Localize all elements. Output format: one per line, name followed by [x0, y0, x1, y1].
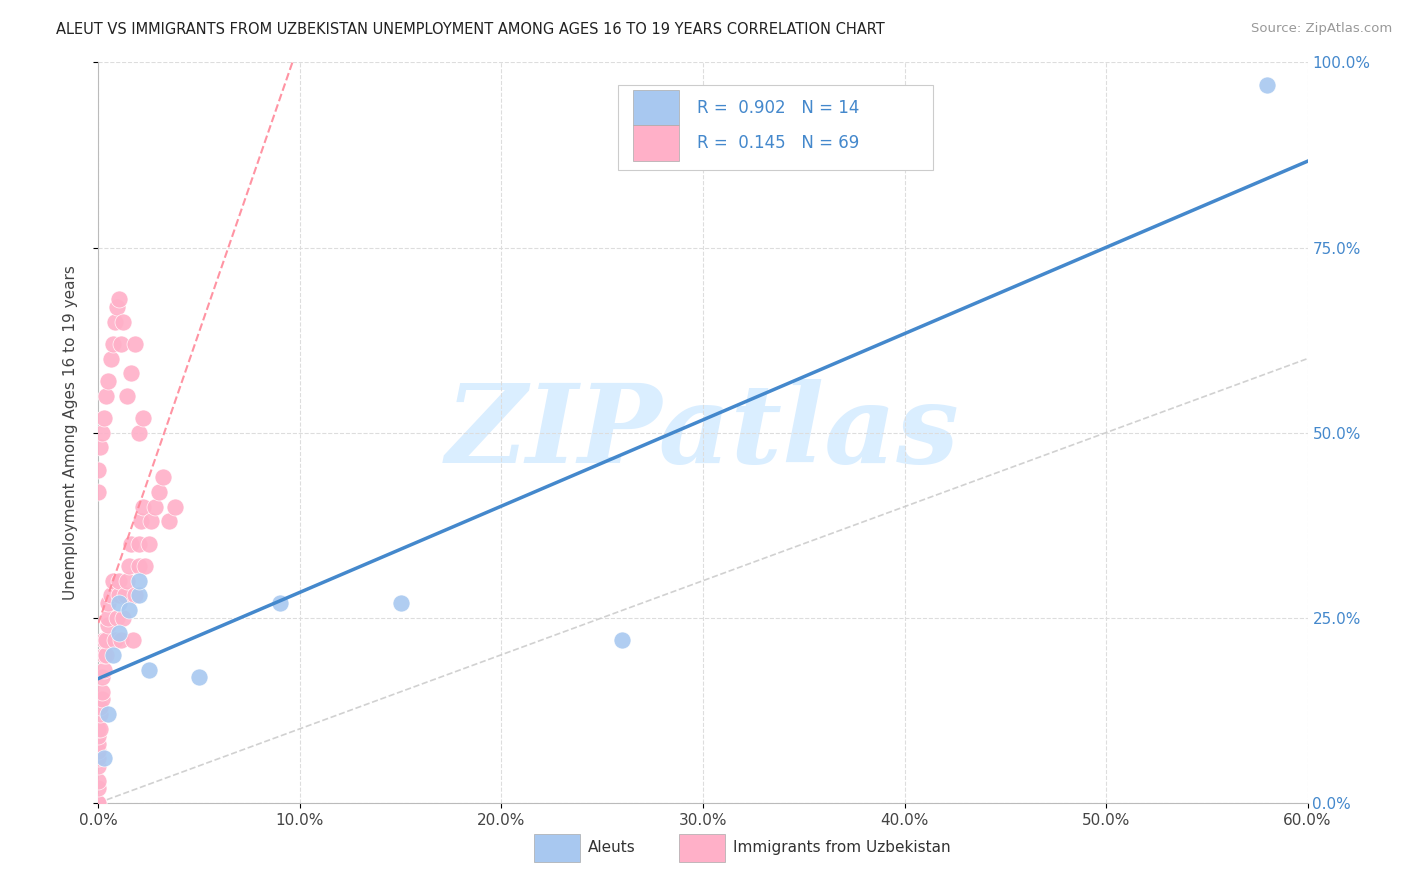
Point — [87, 729, 110, 743]
Point — [120, 367, 142, 381]
Point — [1256, 78, 1278, 92]
Point — [114, 589, 136, 603]
Point — [128, 425, 150, 440]
Point — [97, 596, 120, 610]
Text: R =  0.145   N = 69: R = 0.145 N = 69 — [697, 134, 859, 153]
Point — [389, 596, 412, 610]
FancyBboxPatch shape — [619, 85, 932, 169]
Point — [110, 632, 132, 647]
Point — [188, 670, 211, 684]
Point — [103, 314, 125, 328]
Point — [138, 663, 160, 677]
Point — [100, 589, 122, 603]
Point — [118, 558, 141, 573]
Point — [87, 773, 110, 788]
FancyBboxPatch shape — [633, 126, 679, 161]
Point — [87, 758, 110, 772]
Point — [93, 663, 115, 677]
Point — [93, 648, 115, 662]
Point — [110, 336, 132, 351]
Point — [89, 722, 111, 736]
Point — [612, 632, 634, 647]
Point — [124, 589, 146, 603]
Point — [107, 589, 129, 603]
Text: Immigrants from Uzbekistan: Immigrants from Uzbekistan — [734, 840, 950, 855]
FancyBboxPatch shape — [534, 834, 579, 862]
Point — [101, 336, 124, 351]
Point — [115, 574, 138, 588]
Point — [87, 744, 110, 758]
Point — [100, 351, 122, 366]
Point — [124, 336, 146, 351]
Point — [139, 515, 162, 529]
Point — [93, 751, 115, 765]
Point — [115, 388, 138, 402]
Point — [157, 515, 180, 529]
Point — [97, 374, 120, 388]
Point — [96, 648, 118, 662]
Point — [87, 484, 110, 499]
Text: ALEUT VS IMMIGRANTS FROM UZBEKISTAN UNEMPLOYMENT AMONG AGES 16 TO 19 YEARS CORRE: ALEUT VS IMMIGRANTS FROM UZBEKISTAN UNEM… — [56, 22, 884, 37]
Point — [163, 500, 186, 514]
Point — [96, 388, 118, 402]
Point — [105, 300, 128, 314]
Point — [89, 699, 111, 714]
Point — [105, 610, 128, 624]
Point — [121, 632, 143, 647]
Point — [138, 536, 160, 550]
Point — [87, 751, 110, 765]
Point — [91, 670, 114, 684]
Point — [89, 441, 111, 455]
Point — [87, 722, 110, 736]
FancyBboxPatch shape — [679, 834, 724, 862]
Point — [97, 610, 120, 624]
Point — [120, 536, 142, 550]
Point — [269, 596, 291, 610]
Point — [93, 410, 115, 425]
Point — [152, 470, 174, 484]
Point — [93, 632, 115, 647]
Point — [107, 625, 129, 640]
Point — [128, 589, 150, 603]
Point — [128, 574, 150, 588]
Text: R =  0.902   N = 14: R = 0.902 N = 14 — [697, 99, 859, 117]
Point — [87, 796, 110, 810]
Point — [107, 574, 129, 588]
Point — [97, 618, 120, 632]
Text: ZIPatlas: ZIPatlas — [446, 379, 960, 486]
Point — [87, 737, 110, 751]
FancyBboxPatch shape — [633, 90, 679, 126]
Point — [107, 293, 129, 307]
Point — [97, 706, 120, 721]
Point — [101, 648, 124, 662]
Point — [143, 500, 166, 514]
Y-axis label: Unemployment Among Ages 16 to 19 years: Unemployment Among Ages 16 to 19 years — [63, 265, 77, 600]
Point — [118, 603, 141, 617]
Point — [89, 706, 111, 721]
Point — [103, 632, 125, 647]
Point — [107, 596, 129, 610]
Point — [91, 685, 114, 699]
Text: Source: ZipAtlas.com: Source: ZipAtlas.com — [1251, 22, 1392, 36]
Text: Aleuts: Aleuts — [588, 840, 636, 855]
Point — [87, 796, 110, 810]
Point — [132, 500, 155, 514]
Point — [101, 574, 124, 588]
Point — [91, 425, 114, 440]
Point — [91, 692, 114, 706]
Point — [128, 536, 150, 550]
Point — [148, 484, 170, 499]
Point — [111, 314, 134, 328]
Point — [132, 410, 155, 425]
Point — [129, 515, 152, 529]
Point — [87, 780, 110, 795]
Point — [96, 632, 118, 647]
Point — [87, 462, 110, 476]
Point — [111, 610, 134, 624]
Point — [134, 558, 156, 573]
Point — [128, 558, 150, 573]
